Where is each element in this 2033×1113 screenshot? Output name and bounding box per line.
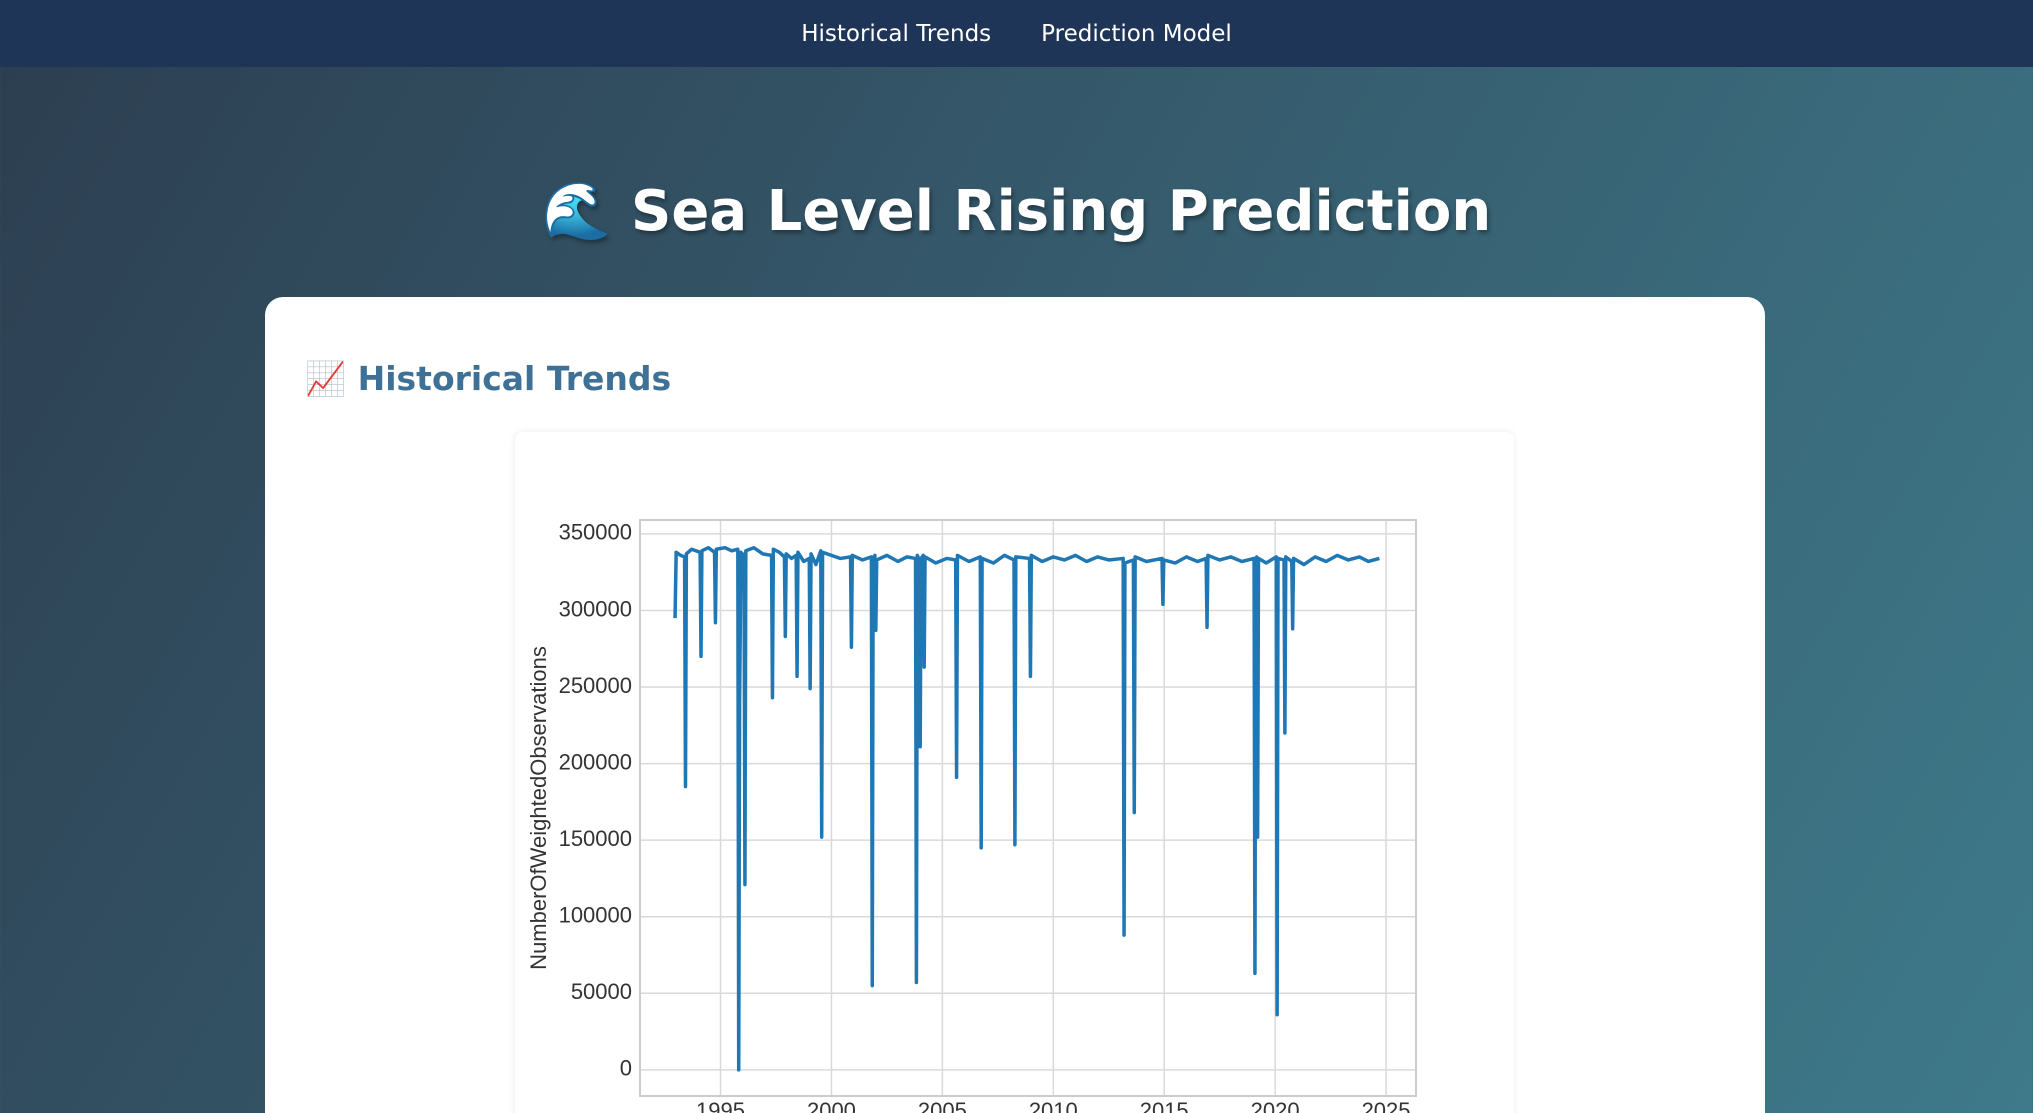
y-tick-label: 150000 <box>559 826 632 851</box>
nav-link[interactable]: Prediction Model <box>1041 20 1232 47</box>
nav-link[interactable]: Historical Trends <box>801 20 992 47</box>
y-axis-label: NumberOfWeightedObservations <box>526 646 551 970</box>
x-tick-label: 2015 <box>1140 1098 1189 1113</box>
plot-border <box>639 519 1417 1097</box>
x-tick-label: 2025 <box>1362 1098 1411 1113</box>
y-tick-label: 250000 <box>559 673 632 698</box>
section-title: 📈 Historical Trends <box>305 359 671 399</box>
x-tick-label: 2020 <box>1251 1098 1300 1113</box>
x-tick-label: 2005 <box>918 1098 967 1113</box>
x-tick-label: 1995 <box>696 1098 745 1113</box>
page-title: 🌊 Sea Level Rising Prediction <box>0 178 2033 244</box>
y-tick-label: 350000 <box>559 520 632 545</box>
y-tick-label: 100000 <box>559 903 632 928</box>
x-tick-label: 2000 <box>807 1098 856 1113</box>
y-tick-label: 300000 <box>559 596 632 621</box>
y-tick-label: 0 <box>620 1056 632 1081</box>
y-tick-label: 50000 <box>571 979 632 1004</box>
section-icon: 📈 <box>305 359 347 398</box>
title-text: Sea Level Rising Prediction <box>631 179 1492 244</box>
section-text: Historical Trends <box>357 359 672 398</box>
y-tick-label: 200000 <box>559 749 632 774</box>
title-icon: 🌊 <box>541 179 612 244</box>
nav-bar: Historical Trends Prediction Model <box>0 0 2033 67</box>
data-line <box>673 545 1380 1072</box>
x-tick-label: 2010 <box>1029 1098 1078 1113</box>
